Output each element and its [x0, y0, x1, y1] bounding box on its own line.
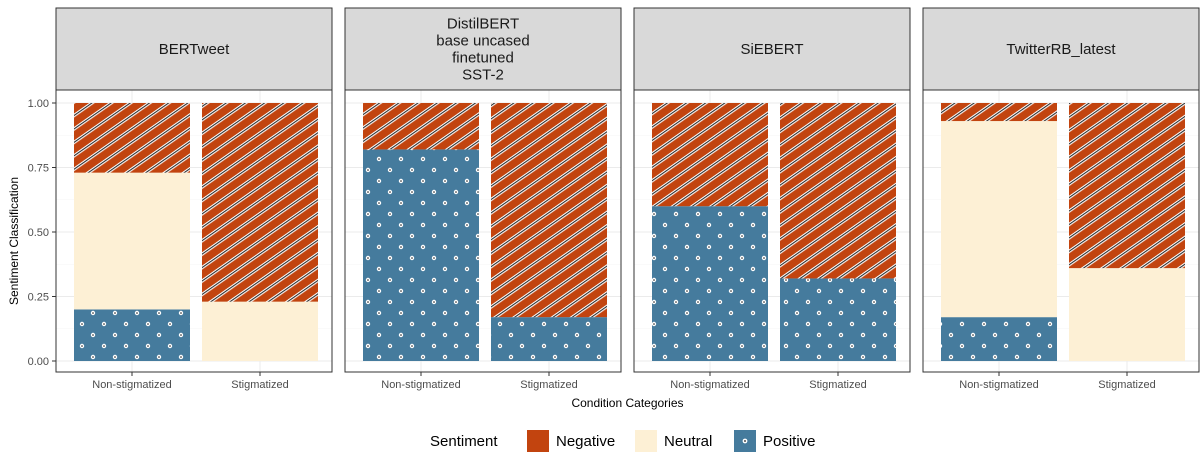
facet-title: SiEBERT	[740, 41, 803, 58]
bar-segment-negative	[652, 103, 768, 207]
facet-strip	[633, 7, 911, 91]
bar-segment-negative	[1069, 103, 1185, 269]
bar-segment-neutral	[74, 172, 190, 310]
x-tick-label: Non-stigmatized	[959, 379, 1038, 391]
y-tick-label: 0.75	[28, 163, 49, 175]
legend: Sentiment Negative Neutral Positive	[430, 430, 816, 452]
bar-segment-positive	[652, 206, 768, 361]
x-tick-label: Stigmatized	[231, 379, 288, 391]
facet-strip	[922, 7, 1200, 91]
x-axis-title: Condition Categories	[571, 396, 683, 410]
legend-key-dot-center	[744, 440, 746, 442]
bar-segment-negative	[780, 103, 896, 279]
bar-segment-neutral	[941, 121, 1057, 318]
legend-label-neutral: Neutral	[664, 433, 712, 450]
facet-title: SST-2	[462, 67, 504, 84]
legend-title: Sentiment	[430, 433, 498, 450]
bar-segment-positive	[363, 149, 479, 361]
panel-border	[344, 89, 622, 373]
x-tick-label: Non-stigmatized	[92, 379, 171, 391]
facet-strip	[344, 7, 622, 91]
bar-segment-negative	[202, 103, 318, 302]
facet-title: DistilBERT	[447, 16, 519, 33]
facet-panel: SiEBERT Non-stigmatized Stigmatized	[633, 7, 911, 391]
x-tick-label: Stigmatized	[520, 379, 577, 391]
x-tick-label: Stigmatized	[1098, 379, 1155, 391]
facet-title: BERTweet	[159, 41, 230, 58]
panel-border	[633, 89, 911, 373]
panel-border	[922, 89, 1200, 373]
y-tick-label: 0.25	[28, 292, 49, 304]
facet-panel: BERTweet Non-stigmatized Stigmatized	[55, 7, 333, 391]
bar-segment-positive	[780, 278, 896, 361]
y-tick-label: 0.00	[28, 356, 49, 368]
legend-label-negative: Negative	[556, 433, 615, 450]
x-tick-label: Non-stigmatized	[670, 379, 749, 391]
facet-panel: TwitterRB_latest Non-stigmatized Stigmatiz…	[922, 7, 1200, 391]
panel-border	[55, 89, 333, 373]
bar-segment-neutral	[1069, 268, 1185, 361]
x-tick-label: Stigmatized	[809, 379, 866, 391]
bar-segment-positive	[74, 309, 190, 361]
y-axis-title: Sentiment Classification	[7, 177, 21, 305]
bar-segment-neutral	[202, 301, 318, 361]
bar-segment-positive	[941, 317, 1057, 361]
facet-title: base uncased	[436, 33, 529, 50]
legend-key-negative	[527, 430, 549, 452]
x-tick-label: Non-stigmatized	[381, 379, 460, 391]
bar-segment-positive	[491, 317, 607, 361]
y-tick-label: 0.50	[28, 227, 49, 239]
facet-title: finetuned	[452, 50, 514, 67]
legend-label-positive: Positive	[763, 433, 816, 450]
legend-key-neutral	[635, 430, 657, 452]
facet-strip	[55, 7, 333, 91]
bar-segment-negative	[941, 103, 1057, 122]
y-tick-label: 1.00	[28, 98, 49, 110]
bar-segment-negative	[491, 103, 607, 318]
bar-segment-negative	[74, 103, 190, 173]
bar-segment-negative	[363, 103, 479, 150]
facet-title: TwitterRB_latest	[1006, 41, 1116, 58]
